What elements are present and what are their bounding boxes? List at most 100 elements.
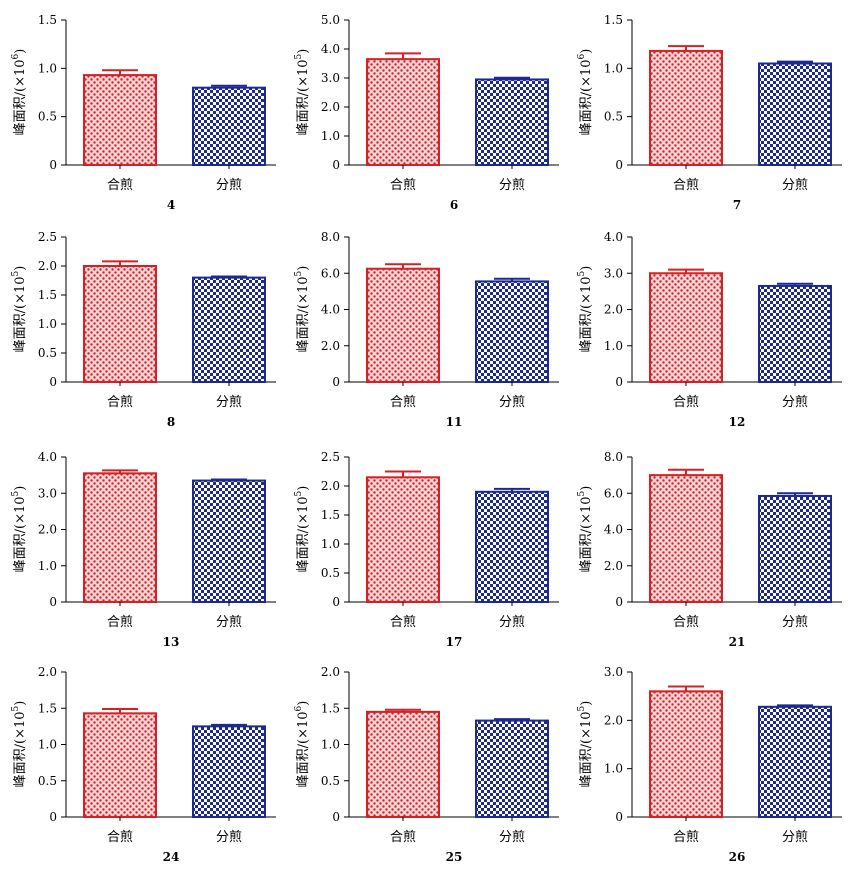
y-tick-label: 2.0 <box>604 713 623 727</box>
category-label: 分煎 <box>782 614 808 630</box>
compound-number: 24 <box>163 850 180 864</box>
chart-svg: 0 1.0 2.0 3.0 4.0 峰面积/(×105) 合煎 分煎 13 <box>11 450 276 649</box>
y-axis-label: 峰面积/(×105) <box>294 49 311 136</box>
y-tick-label: 8.0 <box>321 230 340 244</box>
y-tick-label: 2.0 <box>604 559 623 573</box>
bar-chart-compound-12: 0 1.0 2.0 3.0 4.0 峰面积/(×105) 合煎 分煎 12 <box>566 217 849 435</box>
chart-svg: 0 0.5 1.0 1.5 2.0 2.5 峰面积/(×105) 合煎 分煎 8 <box>11 230 276 429</box>
bar-combined-decoction <box>83 472 157 603</box>
category-label: 合煎 <box>107 829 133 845</box>
category-label: 分煎 <box>782 394 808 410</box>
bar-separate-decoction <box>475 719 549 818</box>
y-tick-label: 8.0 <box>604 450 623 464</box>
category-label: 合煎 <box>390 177 416 193</box>
y-tick-label: 1.0 <box>604 61 623 75</box>
bar-separate-decoction <box>475 490 549 603</box>
bar-chart-compound-8: 0 0.5 1.0 1.5 2.0 2.5 峰面积/(×105) 合煎 分煎 8 <box>0 217 283 435</box>
y-tick-label: 0.5 <box>38 346 57 360</box>
compound-number: 8 <box>167 415 175 429</box>
y-tick-label: 1.0 <box>38 317 57 331</box>
bar-chart-compound-17: 0 0.5 1.0 1.5 2.0 2.5 峰面积/(×105) 合煎 分煎 17 <box>283 437 566 655</box>
y-tick-label: 0 <box>49 595 57 609</box>
category-label: 合煎 <box>107 394 133 410</box>
bar-chart-compound-13: 0 1.0 2.0 3.0 4.0 峰面积/(×105) 合煎 分煎 13 <box>0 437 283 655</box>
y-tick-label: 2.0 <box>321 665 340 679</box>
y-axis-label: 峰面积/(×105) <box>294 486 311 573</box>
y-tick-label: 0 <box>332 375 340 389</box>
compound-number: 11 <box>446 415 463 429</box>
y-axis-label: 峰面积/(×106) <box>294 701 311 788</box>
category-label: 合煎 <box>107 614 133 630</box>
y-tick-label: 2.5 <box>38 230 57 244</box>
bar-separate-decoction <box>475 78 549 166</box>
chart-svg: 0 0.5 1.0 1.5 2.0 峰面积/(×106) 合煎 分煎 25 <box>294 665 559 864</box>
category-label: 分煎 <box>216 829 242 845</box>
y-tick-label: 4.0 <box>321 42 340 56</box>
bar-chart-compound-25: 0 0.5 1.0 1.5 2.0 峰面积/(×106) 合煎 分煎 25 <box>283 652 566 870</box>
y-tick-label: 0 <box>615 375 623 389</box>
y-tick-label: 0 <box>49 158 57 172</box>
y-tick-label: 2.0 <box>321 339 340 353</box>
chart-svg: 0 0.5 1.0 1.5 峰面积/(×106) 合煎 分煎 4 <box>11 13 276 212</box>
category-label: 合煎 <box>673 394 699 410</box>
category-label: 分煎 <box>499 394 525 410</box>
bar-combined-decoction <box>366 710 440 818</box>
y-tick-label: 0 <box>49 375 57 389</box>
category-label: 合煎 <box>673 614 699 630</box>
category-label: 合煎 <box>390 829 416 845</box>
y-axis-label: 峰面积/(×105) <box>11 486 28 573</box>
y-tick-label: 4.0 <box>604 523 623 537</box>
y-tick-label: 1.5 <box>321 701 340 715</box>
bar-separate-decoction <box>475 280 549 383</box>
compound-number: 12 <box>729 415 746 429</box>
y-tick-label: 4.0 <box>38 450 57 464</box>
category-label: 合煎 <box>673 829 699 845</box>
y-tick-label: 0.5 <box>321 566 340 580</box>
bar-separate-decoction <box>758 62 832 166</box>
bar-chart-compound-7: 0 0.5 1.0 1.5 峰面积/(×106) 合煎 分煎 7 <box>566 0 849 218</box>
compound-number: 7 <box>733 198 741 212</box>
bar-combined-decoction <box>83 712 157 819</box>
y-tick-label: 1.5 <box>38 13 57 27</box>
chart-svg: 0 1.0 2.0 3.0 4.0 5.0 峰面积/(×105) 合煎 分煎 6 <box>294 13 559 212</box>
bar-combined-decoction <box>366 267 440 383</box>
y-axis-label: 峰面积/(×106) <box>577 49 594 136</box>
y-tick-label: 1.5 <box>38 288 57 302</box>
bar-separate-decoction <box>192 86 266 166</box>
bar-chart-compound-21: 0 2.0 4.0 6.0 8.0 峰面积/(×105) 合煎 分煎 21 <box>566 437 849 655</box>
y-axis-label: 峰面积/(×105) <box>294 266 311 353</box>
compound-number: 21 <box>729 635 746 649</box>
y-tick-label: 0.5 <box>604 110 623 124</box>
y-tick-label: 1.0 <box>321 738 340 752</box>
y-tick-label: 0 <box>49 810 57 824</box>
bar-separate-decoction <box>192 479 266 603</box>
y-tick-label: 5.0 <box>321 13 340 27</box>
y-tick-label: 2.0 <box>321 100 340 114</box>
compound-number: 17 <box>446 635 463 649</box>
chart-svg: 0 0.5 1.0 1.5 2.0 峰面积/(×105) 合煎 分煎 24 <box>11 665 276 864</box>
bar-separate-decoction <box>758 284 832 383</box>
bar-separate-decoction <box>192 725 266 818</box>
category-label: 分煎 <box>499 177 525 193</box>
y-tick-label: 0 <box>332 810 340 824</box>
category-label: 合煎 <box>390 394 416 410</box>
category-label: 分煎 <box>782 829 808 845</box>
y-tick-label: 0.5 <box>321 774 340 788</box>
y-tick-label: 2.0 <box>38 665 57 679</box>
chart-svg: 0 2.0 4.0 6.0 8.0 峰面积/(×105) 合煎 分煎 11 <box>294 230 559 429</box>
chart-svg: 0 0.5 1.0 1.5 峰面积/(×106) 合煎 分煎 7 <box>577 13 842 212</box>
y-tick-label: 3.0 <box>604 266 623 280</box>
bar-chart-compound-26: 0 1.0 2.0 3.0 峰面积/(×105) 合煎 分煎 26 <box>566 652 849 870</box>
category-label: 分煎 <box>216 614 242 630</box>
y-tick-label: 0.5 <box>38 774 57 788</box>
y-tick-label: 2.0 <box>604 303 623 317</box>
chart-svg: 0 1.0 2.0 3.0 峰面积/(×105) 合煎 分煎 26 <box>577 665 842 864</box>
bar-chart-compound-4: 0 0.5 1.0 1.5 峰面积/(×106) 合煎 分煎 4 <box>0 0 283 218</box>
bar-combined-decoction <box>649 474 723 603</box>
y-tick-label: 1.0 <box>38 559 57 573</box>
bar-combined-decoction <box>366 476 440 603</box>
category-label: 分煎 <box>499 829 525 845</box>
y-tick-label: 4.0 <box>604 230 623 244</box>
y-tick-label: 1.0 <box>604 339 623 353</box>
